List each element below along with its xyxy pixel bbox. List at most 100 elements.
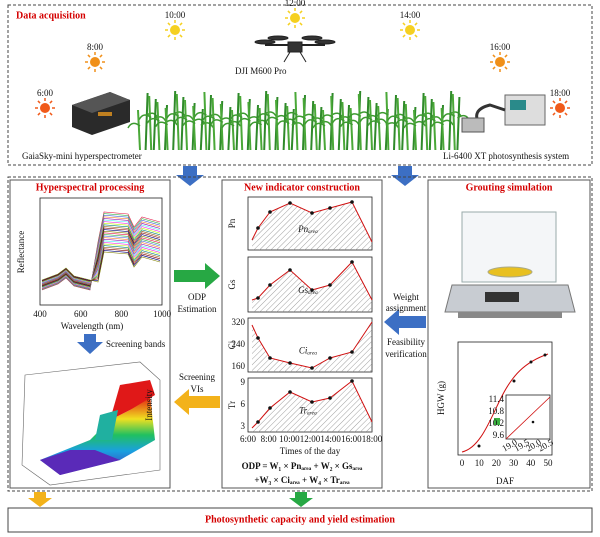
point <box>268 406 272 410</box>
x-tick-label: 600 <box>74 309 88 319</box>
stalk <box>393 94 397 151</box>
sun-ray <box>564 100 568 104</box>
sun-ray <box>492 54 496 58</box>
leaf <box>331 117 345 124</box>
spectra <box>41 211 161 291</box>
x-tick-label: 40 <box>526 458 536 468</box>
x-tick-label: 10 <box>475 458 485 468</box>
point <box>268 210 272 214</box>
sun-ray <box>299 10 303 14</box>
zoom-box <box>494 418 500 425</box>
spectrum <box>41 219 161 289</box>
sun-disc <box>405 25 415 35</box>
point <box>350 200 354 204</box>
stalk <box>263 90 268 151</box>
panel-title: New indicator construction <box>244 182 360 193</box>
arrow <box>176 166 204 186</box>
sun-ray <box>414 34 418 38</box>
x-tick-label: 30 <box>509 458 519 468</box>
stalk <box>255 104 259 151</box>
point <box>310 288 314 292</box>
leaf <box>221 122 235 129</box>
leaf <box>257 113 271 119</box>
x-tick-label: 18:00 <box>362 434 383 444</box>
leaf <box>193 111 207 118</box>
sun-ray <box>99 66 103 70</box>
stalk <box>184 99 188 151</box>
screening-bands: Screening bands <box>106 339 166 349</box>
sun-ray <box>167 34 171 38</box>
point <box>310 400 314 404</box>
link-label: Estimation <box>178 304 217 314</box>
arrow <box>289 492 313 507</box>
leaf <box>442 113 456 119</box>
spectrum <box>41 232 161 286</box>
point <box>310 366 314 370</box>
leaf <box>312 122 326 129</box>
stalk <box>424 95 429 151</box>
leaf <box>229 114 243 120</box>
hyperspectrometer-label: GaiaSky-mini hyperspectrometer <box>22 151 142 161</box>
sun <box>400 20 420 40</box>
leaf <box>386 115 401 122</box>
x-tick-label: 1000 <box>153 309 172 319</box>
spectrum <box>41 213 161 290</box>
spectrum <box>41 238 161 284</box>
area-label: Trₐᵣₑₐ <box>299 406 317 416</box>
curve <box>251 261 373 301</box>
leaf <box>174 116 188 123</box>
inset-curve <box>505 396 551 440</box>
stalk <box>211 97 216 151</box>
y-tick-label: 320 <box>232 317 246 327</box>
stalk <box>294 91 299 151</box>
stalk <box>385 91 390 151</box>
spectrum <box>41 222 161 288</box>
area-label: Pnₐᵣₑₐ <box>297 224 318 234</box>
output: Photosynthetic capacity and yield estima… <box>205 514 395 525</box>
panel-title: Hyperspectral processing <box>36 182 144 193</box>
leaf <box>182 120 196 126</box>
point <box>288 201 292 205</box>
leaf <box>127 122 141 129</box>
stalk <box>144 92 149 151</box>
area-label: Ciₐᵣₑₐ <box>299 346 318 356</box>
spectrum <box>41 216 161 290</box>
y-tick-label: 160 <box>232 361 246 371</box>
sun-disc <box>90 57 100 67</box>
leaf <box>154 121 169 128</box>
leaf <box>339 121 354 128</box>
stalk <box>175 93 180 151</box>
point <box>328 283 332 287</box>
arrow <box>28 492 52 507</box>
stalk <box>373 102 378 151</box>
spectrum <box>41 243 161 283</box>
drone-label: DJI M600 Pro <box>235 66 287 76</box>
stalk <box>192 105 197 151</box>
y-tick-label: 9 <box>241 377 246 387</box>
point <box>328 206 332 210</box>
z-label: Intensity <box>144 389 154 421</box>
panel-title: Grouting simulation <box>466 182 553 193</box>
leaf <box>320 114 334 120</box>
stalk <box>451 93 456 151</box>
time-label: 18:00 <box>550 88 571 98</box>
leaf <box>375 111 389 118</box>
spectrum <box>41 246 161 282</box>
point <box>328 356 332 360</box>
spectrum <box>41 237 161 284</box>
point <box>268 356 272 360</box>
sun <box>490 52 510 72</box>
3d-plot <box>21 361 161 486</box>
acquisition-box <box>7 4 593 166</box>
crop-field <box>127 90 471 151</box>
stalk <box>164 107 169 151</box>
spectrum <box>41 211 161 291</box>
x-label: Times of the day <box>280 446 341 456</box>
sun-ray <box>414 22 418 26</box>
stalk <box>235 92 240 151</box>
stalk <box>401 100 406 151</box>
inset-y-tick-label: 9.6 <box>493 430 505 440</box>
sun-ray <box>564 112 568 116</box>
x-tick-label: 8:00 <box>261 434 278 444</box>
spectrum <box>41 224 161 288</box>
